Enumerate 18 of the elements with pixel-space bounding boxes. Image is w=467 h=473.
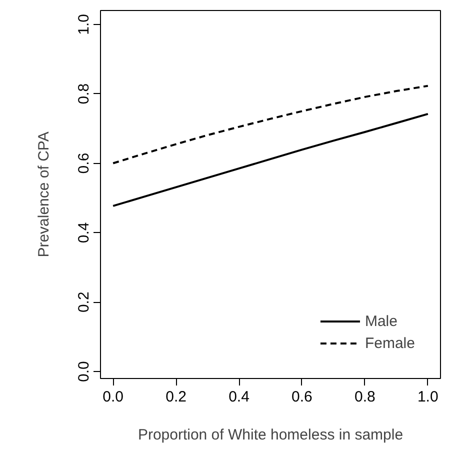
x-tick-label: 0.0 xyxy=(102,388,124,406)
y-tick-label: 1.0 xyxy=(76,14,92,35)
y-tick-label: 0.8 xyxy=(76,83,92,104)
x-tick-label: 0.2 xyxy=(166,388,186,406)
x-tick-label: 0.8 xyxy=(354,388,376,406)
line-series xyxy=(112,84,429,164)
y-tick-label: 0.2 xyxy=(76,292,92,313)
y-axis-title: Prevalence of CPA xyxy=(36,132,52,258)
legend-label: Female xyxy=(364,334,415,352)
y-tick-label: 0.4 xyxy=(76,222,92,244)
legend-label: Male xyxy=(364,312,398,330)
x-tick-label: 0.6 xyxy=(292,388,312,406)
x-tick-label: 1.0 xyxy=(417,388,438,406)
x-tick-label: 0.4 xyxy=(228,388,250,406)
x-axis-title: Proportion of White homeless in sample xyxy=(138,426,404,444)
line-series xyxy=(112,112,429,207)
y-tick-label: 0.6 xyxy=(76,152,92,174)
y-tick-label: 0.0 xyxy=(76,361,92,382)
